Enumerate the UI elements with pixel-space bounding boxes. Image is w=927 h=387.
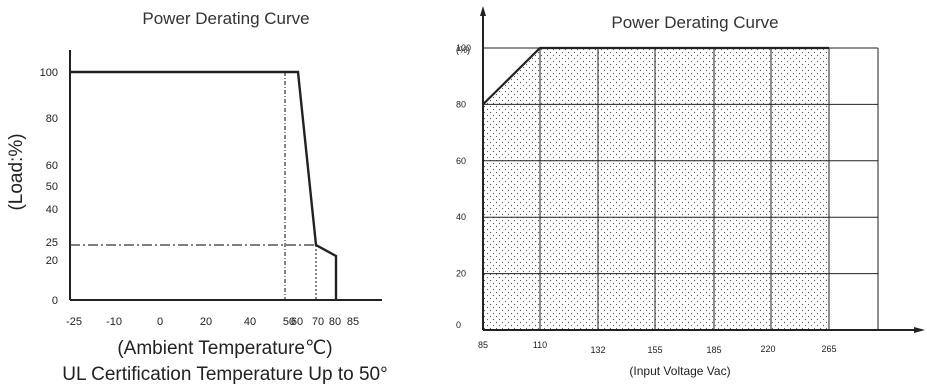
right-y-tick-label: 60 [456,156,466,166]
left-x-tick-label: 40 [244,316,256,328]
left-x-axis-label: (Ambient Temperature℃) [117,338,332,359]
left-derating-line [70,70,338,300]
right-x-tick-label: 85 [478,340,488,350]
right-x-tick-label: 220 [760,344,775,354]
right-x-tick-label: 265 [821,344,836,354]
right-x-tick-label: 185 [706,345,721,355]
left-chart-title: Power Derating Curve [142,9,309,28]
left-x-tick-label: 20 [200,316,212,328]
right-y-tick-labels: 0 20 40 60 80 100 [456,43,471,330]
right-chart-title: Power Derating Curve [611,13,778,32]
right-x-axis-label: (Input Voltage Vac) [629,364,730,378]
right-x-tick-labels: 85 110 132 155 185 220 265 [478,340,837,355]
right-y-tick-label: 40 [456,212,466,222]
left-y-tick-label: 25 [46,237,58,249]
left-x-tick-label: 60 [291,316,303,328]
left-y-tick-label: 50 [46,181,58,193]
right-dotted-area [483,48,829,330]
left-x-tick-label: 50 [283,316,295,328]
left-plot-area [69,50,382,301]
left-x-tick-label: 70 [312,316,324,328]
left-x-tick-label: 85 [347,316,359,328]
right-y-tick-label: 80 [456,99,466,109]
right-y-tick-label: 20 [456,269,466,279]
right-x-tick-label: 155 [647,345,662,355]
left-y-axis-label: (Load:%) [6,133,27,210]
left-chart-caption: UL Certification Temperature Up to 50° [62,364,387,385]
right-derating-chart: Power Derating Curve 0 20 40 60 80 100 85 110 1… [456,6,925,378]
left-y-tick-label: 20 [46,255,58,267]
right-x-axis-arrow [914,327,925,333]
left-y-tick-label: 100 [40,67,58,79]
right-x-tick-label: 132 [590,345,605,355]
right-y-axis-arrow [480,6,486,16]
left-y-tick-label: 80 [46,113,58,125]
left-x-tick-label: -10 [106,316,122,328]
right-x-tick-label: 110 [533,340,547,350]
left-y-tick-labels: 0 20 25 40 50 60 80 100 [40,67,58,307]
left-x-tick-label: 0 [157,316,163,328]
right-y-axis-label: (%) [456,45,470,55]
right-y-tick-label: 100 [456,43,471,53]
left-y-tick-label: 40 [46,204,58,216]
left-x-tick-label: -25 [66,316,82,328]
right-y-tick-label: 0 [456,320,461,330]
left-y-tick-label: 0 [52,295,58,307]
right-plot-area [480,6,925,333]
left-x-tick-label: 80 [329,316,341,328]
left-y-tick-label: 60 [46,160,58,172]
